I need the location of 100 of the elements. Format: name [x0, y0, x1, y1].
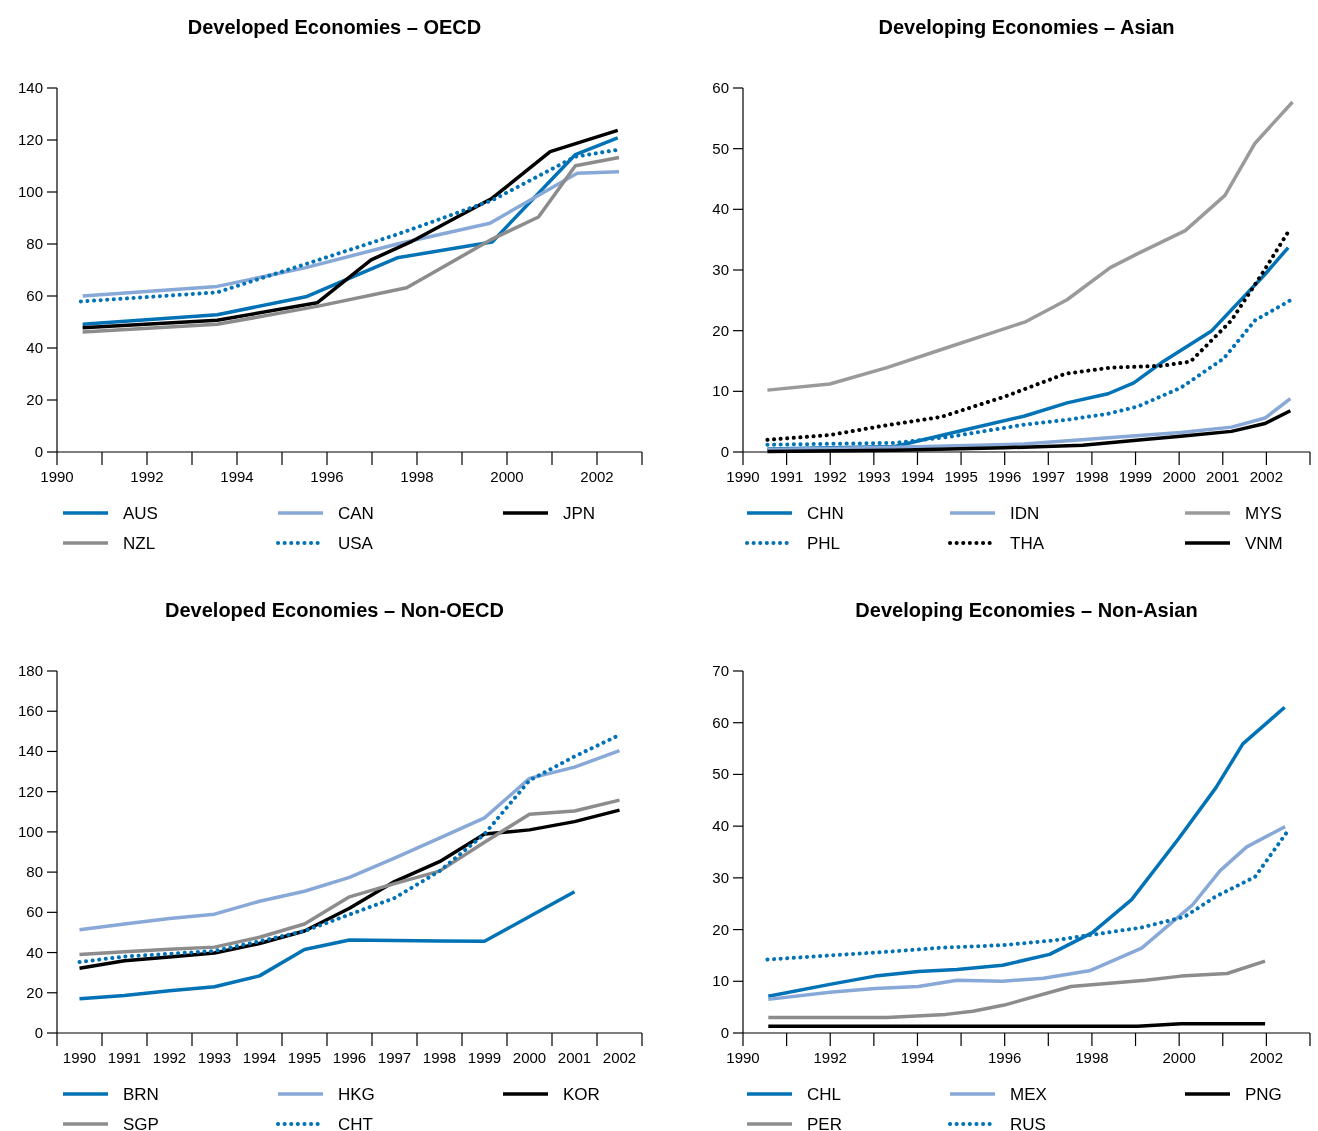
- y-tick-label: 40: [26, 943, 43, 961]
- x-tick-label: 1994: [900, 1049, 935, 1066]
- y-tick-label: 180: [17, 662, 43, 679]
- x-tick-label: 1998: [422, 1049, 457, 1066]
- x-tick-label: 1993: [857, 468, 891, 485]
- y-tick-label: 120: [17, 782, 43, 800]
- x-tick-label: 2002: [1249, 1049, 1284, 1066]
- legend-label: PNG: [1245, 1085, 1282, 1104]
- x-tick-label: 1992: [813, 468, 847, 485]
- y-tick-label: 60: [712, 79, 729, 96]
- y-tick-label: 140: [17, 742, 43, 760]
- legend-label: IDN: [1010, 504, 1040, 523]
- x-tick-label: 1991: [769, 468, 804, 485]
- x-tick-label: 1996: [332, 1049, 367, 1066]
- legend-label: RUS: [1010, 1115, 1046, 1131]
- y-tick-label: 160: [17, 702, 43, 720]
- legend-label: MEX: [1010, 1085, 1047, 1104]
- x-tick-label: 2000: [512, 1049, 547, 1066]
- legend-label: SGP: [123, 1115, 159, 1131]
- y-tick-label: 40: [26, 339, 43, 356]
- x-tick-label: 2002: [602, 1049, 637, 1066]
- y-tick-label: 0: [34, 443, 43, 460]
- y-tick-label: 120: [17, 131, 43, 148]
- x-tick-label: 1992: [152, 1049, 187, 1066]
- y-tick-label: 30: [712, 261, 729, 278]
- y-tick-label: 20: [712, 920, 729, 938]
- y-tick-label: 70: [712, 662, 729, 679]
- x-tick-label: 1998: [400, 468, 434, 485]
- x-tick-label: 2002: [1249, 468, 1284, 485]
- x-tick-label: 1997: [1031, 468, 1065, 485]
- x-tick-label: 1990: [726, 1049, 760, 1066]
- x-tick-label: 1990: [40, 468, 74, 485]
- y-tick-label: 60: [712, 713, 729, 731]
- y-tick-label: 140: [17, 79, 43, 96]
- y-tick-label: 50: [712, 139, 729, 157]
- y-tick-label: 0: [34, 1024, 43, 1041]
- x-tick-label: 2000: [490, 468, 524, 485]
- legend-label: CHN: [807, 504, 844, 523]
- legend-label: BRN: [123, 1085, 159, 1104]
- x-tick-label: 1992: [130, 468, 164, 485]
- x-tick-label: 1996: [988, 468, 1022, 485]
- x-tick-label: 1994: [220, 468, 254, 485]
- x-tick-label: 1995: [287, 1049, 322, 1066]
- x-tick-label: 1990: [726, 468, 760, 485]
- legend-label: VNM: [1245, 534, 1283, 553]
- legend-label: PHL: [807, 534, 841, 553]
- x-tick-label: 1996: [310, 468, 344, 485]
- x-tick-label: 1994: [900, 468, 935, 485]
- x-tick-label: 2000: [1162, 1049, 1196, 1066]
- line-series: [80, 169, 621, 298]
- x-tick-label: 2001: [557, 1049, 592, 1066]
- x-tick-label: 1994: [242, 1049, 277, 1066]
- x-tick-label: 1999: [467, 1049, 502, 1066]
- x-tick-label: 2001: [1206, 468, 1240, 485]
- y-tick-label: 60: [26, 903, 43, 921]
- y-tick-label: 50: [712, 765, 729, 783]
- legend-label: USA: [338, 534, 374, 553]
- legend-label: NZL: [123, 534, 156, 553]
- legend-label: JPN: [563, 504, 596, 523]
- x-tick-label: 1991: [107, 1049, 142, 1066]
- line-series: [766, 705, 1287, 999]
- y-tick-label: 40: [712, 200, 729, 218]
- y-tick-label: 10: [712, 382, 729, 400]
- y-tick-label: 40: [712, 817, 729, 835]
- y-tick-label: 10: [712, 972, 729, 990]
- legend-label: PER: [807, 1115, 842, 1131]
- x-tick-label: 1999: [1118, 468, 1153, 485]
- line-series: [77, 748, 622, 932]
- legend-label: MYS: [1245, 504, 1282, 523]
- x-tick-label: 1990: [62, 1049, 97, 1066]
- y-tick-label: 20: [26, 391, 43, 408]
- legend-label: THA: [1010, 534, 1045, 553]
- x-tick-label: 1995: [944, 468, 978, 485]
- y-tick-label: 60: [26, 287, 43, 304]
- legend-label: CAN: [338, 504, 374, 523]
- y-tick-label: 80: [26, 863, 43, 881]
- legend-label: AUS: [123, 504, 158, 523]
- y-tick-label: 20: [712, 321, 729, 339]
- y-tick-label: 100: [17, 822, 43, 840]
- y-tick-label: 80: [26, 235, 43, 252]
- y-tick-label: 30: [712, 868, 729, 886]
- y-tick-label: 0: [720, 1024, 729, 1041]
- line-series: [765, 396, 1293, 452]
- x-tick-label: 1998: [1075, 468, 1109, 485]
- y-tick-label: 100: [17, 183, 43, 200]
- legend-label: CHL: [807, 1085, 842, 1104]
- line-series: [766, 824, 1287, 1002]
- line-series: [765, 100, 1295, 392]
- legend-label: CHT: [338, 1115, 373, 1131]
- legend-label: HKG: [338, 1085, 375, 1104]
- chart-title: Developing Economies – Non-Asian: [855, 599, 1198, 621]
- y-tick-label: 0: [720, 443, 729, 460]
- y-tick-label: 20: [26, 983, 43, 1001]
- x-tick-label: 2002: [580, 468, 614, 485]
- x-tick-label: 1997: [377, 1049, 412, 1066]
- x-tick-label: 1998: [1075, 1049, 1109, 1066]
- chart-title: Developed Economies – OECD: [187, 16, 482, 38]
- x-tick-label: 1993: [197, 1049, 232, 1066]
- line-series: [77, 890, 577, 1001]
- legend-label: KOR: [563, 1085, 600, 1104]
